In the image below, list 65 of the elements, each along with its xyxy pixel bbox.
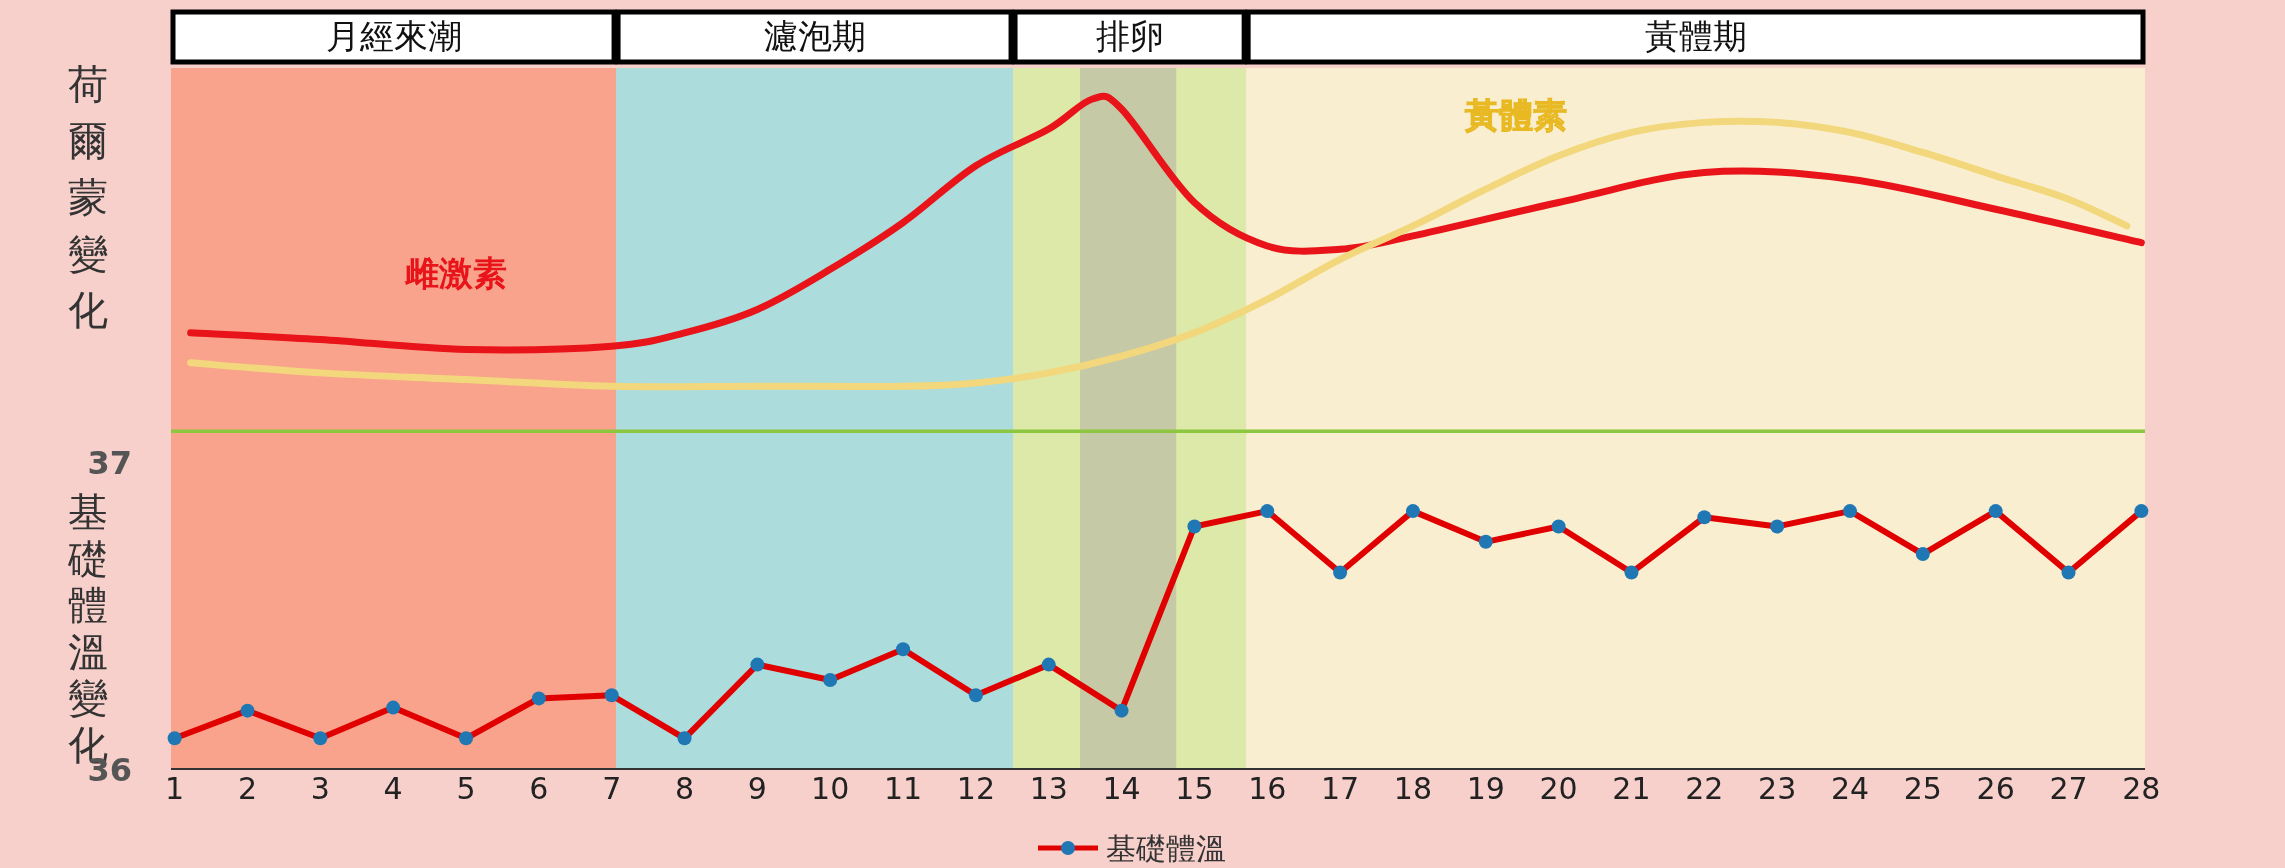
point bbox=[1697, 510, 1712, 525]
point bbox=[459, 731, 474, 746]
x-tick-label: 23 bbox=[1758, 771, 1797, 806]
x-tick-label: 18 bbox=[1393, 771, 1433, 806]
point bbox=[1988, 504, 2003, 519]
x-tick-label: 22 bbox=[1685, 771, 1724, 806]
point bbox=[1842, 504, 1857, 519]
point bbox=[1405, 504, 1420, 519]
point bbox=[750, 657, 765, 672]
x-tick-label: 14 bbox=[1102, 771, 1141, 806]
series-label: 黃體素 bbox=[1464, 95, 1567, 136]
x-tick-label: 7 bbox=[602, 771, 622, 806]
x-tick-label: 27 bbox=[2049, 771, 2088, 806]
point bbox=[1333, 565, 1348, 580]
legend-label: 基礎體溫 bbox=[1106, 831, 1226, 866]
point bbox=[1187, 519, 1202, 534]
x-tick-label: 24 bbox=[1830, 771, 1870, 806]
x-tick-label: 16 bbox=[1248, 771, 1287, 806]
band-label: 月經來潮 bbox=[325, 16, 462, 56]
x-tick-label: 6 bbox=[529, 771, 549, 806]
x-tick-label: 12 bbox=[956, 771, 995, 806]
point bbox=[604, 688, 619, 703]
x-tick-label: 8 bbox=[674, 771, 695, 806]
x-tick-label: 1 bbox=[165, 771, 185, 806]
point bbox=[1915, 547, 1930, 562]
point bbox=[1551, 519, 1566, 534]
x-tick-label: 3 bbox=[310, 771, 330, 806]
y-axis-title: 荷爾蒙變化 bbox=[68, 61, 108, 334]
point bbox=[167, 731, 182, 746]
x-tick-label: 19 bbox=[1466, 771, 1505, 806]
x-tick-label: 5 bbox=[456, 771, 476, 806]
band-label: 濾泡期 bbox=[763, 16, 866, 56]
point bbox=[240, 703, 255, 718]
point bbox=[1041, 657, 1056, 672]
x-tick-label: 13 bbox=[1029, 771, 1068, 806]
x-tick-label: 9 bbox=[747, 771, 767, 806]
x-tick-label: 21 bbox=[1612, 771, 1651, 806]
point bbox=[1770, 519, 1785, 534]
point bbox=[823, 672, 838, 687]
x-tick-label: 20 bbox=[1539, 771, 1578, 806]
point bbox=[1114, 703, 1129, 718]
x-tick-label: 11 bbox=[883, 771, 923, 806]
point bbox=[2134, 504, 2149, 519]
point bbox=[1260, 504, 1275, 519]
point bbox=[313, 731, 328, 746]
point bbox=[968, 688, 983, 703]
point bbox=[2061, 565, 2076, 580]
point bbox=[531, 691, 546, 706]
band-label: 排卵 bbox=[1095, 16, 1164, 56]
x-tick-label: 2 bbox=[237, 771, 258, 806]
point bbox=[1478, 534, 1493, 549]
point bbox=[677, 731, 692, 746]
x-tick-label: 25 bbox=[1903, 771, 1942, 806]
point bbox=[1624, 565, 1639, 580]
x-tick-label: 15 bbox=[1175, 771, 1214, 806]
y-tick-label: 37 bbox=[87, 444, 132, 482]
x-tick-label: 17 bbox=[1321, 771, 1360, 806]
point bbox=[896, 642, 911, 657]
x-tick-label: 10 bbox=[811, 771, 850, 806]
x-tick-label: 26 bbox=[1976, 771, 2015, 806]
x-tick-label: 28 bbox=[2122, 771, 2161, 806]
point bbox=[386, 700, 401, 715]
series-label: 雌激素 bbox=[404, 252, 508, 293]
band-label: 黃體期 bbox=[1644, 16, 1747, 56]
x-tick-label: 4 bbox=[383, 771, 403, 806]
